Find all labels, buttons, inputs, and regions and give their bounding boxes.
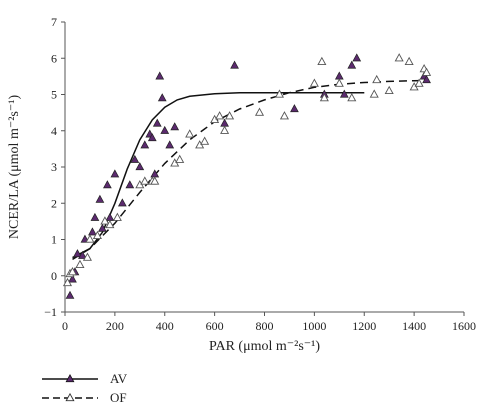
marker-av [160, 125, 170, 134]
marker-av [110, 169, 120, 178]
marker-av [147, 133, 157, 142]
marker-av [155, 71, 165, 80]
marker-av [78, 250, 87, 259]
marker-av [65, 290, 75, 299]
marker-of [317, 56, 327, 66]
legend-of-label: OF [110, 390, 127, 405]
marker-av [95, 194, 105, 203]
marker-of [62, 277, 73, 287]
marker-av [68, 274, 77, 283]
plot-area: 0 200 400 600 800 1000 1200 1400 1600 −1 0 1 2 3 4 5 6 7 [44, 15, 476, 333]
marker-of [414, 78, 424, 87]
marker-av [347, 60, 357, 69]
marker-av [165, 140, 175, 149]
marker-of [279, 111, 289, 120]
marker-of [372, 74, 382, 84]
marker-of [140, 176, 150, 185]
marker-av [170, 122, 180, 131]
y-tick-label: 7 [51, 15, 57, 29]
marker-av [352, 53, 362, 62]
marker-av [339, 89, 349, 98]
x-tick-label: 200 [106, 319, 124, 333]
marker-of [92, 230, 102, 240]
x-ticks: 0 200 400 600 800 1000 1200 1400 1600 [62, 312, 476, 333]
legend-av-marker [65, 373, 75, 383]
marker-of [319, 92, 329, 102]
marker-of [75, 259, 85, 269]
marker-av [125, 180, 135, 189]
marker-av [105, 212, 115, 221]
marker-av [152, 118, 162, 127]
fit-curves [72, 79, 430, 261]
marker-of [274, 89, 285, 98]
legend-item-av: AV [42, 371, 128, 386]
marker-av [230, 60, 239, 69]
marker-av [103, 180, 112, 189]
marker-av [73, 249, 82, 258]
x-tick-label: 1000 [302, 319, 326, 333]
legend-of-marker [65, 392, 75, 402]
marker-of [82, 252, 92, 261]
marker-of [85, 234, 95, 243]
y-tick-label: 1 [51, 233, 57, 247]
marker-of [150, 176, 160, 185]
marker-of [225, 111, 235, 120]
marker-of [100, 216, 110, 225]
marker-of [369, 89, 379, 98]
legend-item-of: OF [42, 390, 127, 405]
marker-av [140, 140, 150, 149]
marker-of [200, 136, 210, 145]
marker-of [175, 154, 185, 163]
marker-av [334, 71, 344, 80]
marker-av [117, 198, 127, 207]
marker-of [220, 125, 230, 134]
x-axis-label: PAR (μmol m⁻²s⁻¹) [209, 339, 320, 354]
marker-av [90, 212, 100, 221]
marker-of [254, 107, 265, 116]
marker-av [157, 93, 167, 102]
y-axis-label: NCER/LA (μmol m⁻²s⁻¹) [7, 95, 22, 240]
marker-of [185, 129, 195, 138]
marker-of [404, 56, 414, 66]
marker-av [422, 75, 431, 84]
marker-of [67, 266, 78, 276]
x-tick-label: 800 [256, 319, 274, 333]
marker-of [309, 78, 319, 87]
y-tick-label: 6 [51, 51, 57, 65]
y-tick-label: −1 [44, 305, 57, 319]
x-tick-label: 1200 [352, 319, 376, 333]
marker-of [105, 219, 115, 229]
fit-curve-av [72, 91, 365, 259]
marker-av [220, 118, 229, 127]
marker-av [88, 227, 97, 236]
marker-of [215, 111, 225, 120]
marker-of [334, 78, 344, 87]
y-tick-label: 3 [51, 160, 57, 174]
marker-av [130, 154, 140, 163]
legend-av-label: AV [110, 371, 128, 386]
y-tick-label: 2 [51, 196, 57, 210]
x-tick-label: 1600 [452, 319, 476, 333]
marker-of [112, 212, 122, 221]
x-tick-label: 1400 [402, 319, 426, 333]
x-tick-label: 0 [62, 319, 68, 333]
legend: AV OF [42, 371, 128, 405]
marker-of [394, 53, 404, 62]
marker-av [290, 104, 299, 113]
marker-of [384, 85, 394, 95]
x-tick-label: 600 [206, 319, 224, 333]
y-tick-label: 5 [51, 88, 57, 102]
x-tick-label: 400 [156, 319, 174, 333]
data-markers [62, 53, 432, 299]
marker-av [98, 223, 107, 232]
y-ticks: −1 0 1 2 3 4 5 6 7 [44, 15, 65, 319]
y-tick-label: 4 [51, 124, 57, 138]
marker-of [347, 92, 357, 102]
marker-of [422, 67, 432, 76]
marker-av [135, 162, 145, 171]
y-tick-label: 0 [51, 269, 57, 283]
fit-curve-of [72, 79, 430, 261]
